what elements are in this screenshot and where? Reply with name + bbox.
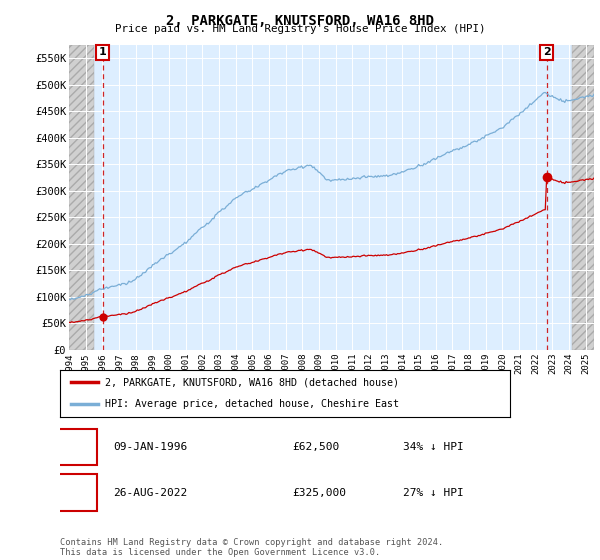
Bar bbox=[572, 45, 594, 350]
Text: 1: 1 bbox=[99, 48, 107, 58]
Text: 2: 2 bbox=[73, 486, 80, 499]
Text: 09-JAN-1996: 09-JAN-1996 bbox=[113, 442, 187, 451]
Text: 2, PARKGATE, KNUTSFORD, WA16 8HD: 2, PARKGATE, KNUTSFORD, WA16 8HD bbox=[166, 14, 434, 28]
Text: 34% ↓ HPI: 34% ↓ HPI bbox=[403, 442, 464, 451]
FancyBboxPatch shape bbox=[58, 474, 97, 511]
Text: 2, PARKGATE, KNUTSFORD, WA16 8HD (detached house): 2, PARKGATE, KNUTSFORD, WA16 8HD (detach… bbox=[105, 377, 399, 388]
Text: Contains HM Land Registry data © Crown copyright and database right 2024.
This d: Contains HM Land Registry data © Crown c… bbox=[60, 538, 443, 557]
Text: Price paid vs. HM Land Registry's House Price Index (HPI): Price paid vs. HM Land Registry's House … bbox=[115, 24, 485, 34]
Text: 26-AUG-2022: 26-AUG-2022 bbox=[113, 488, 187, 497]
Text: HPI: Average price, detached house, Cheshire East: HPI: Average price, detached house, Ches… bbox=[105, 399, 399, 409]
Text: 1: 1 bbox=[73, 440, 80, 453]
FancyBboxPatch shape bbox=[58, 428, 97, 465]
Text: 27% ↓ HPI: 27% ↓ HPI bbox=[403, 488, 464, 497]
Text: £62,500: £62,500 bbox=[292, 442, 340, 451]
Text: 2: 2 bbox=[542, 48, 550, 58]
Text: £325,000: £325,000 bbox=[292, 488, 346, 497]
Bar bbox=[69, 45, 94, 350]
